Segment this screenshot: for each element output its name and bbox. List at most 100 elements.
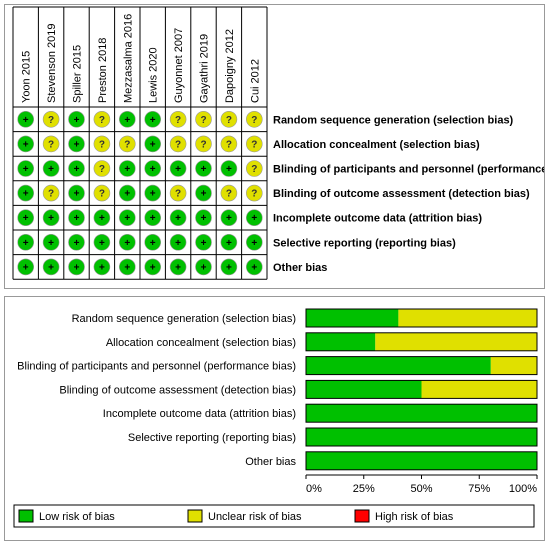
study-header: Dapoigny 2012 <box>224 29 236 103</box>
judgement-symbol: ? <box>99 189 105 200</box>
judgement-symbol: ? <box>175 139 181 150</box>
low-risk-marker <box>144 209 161 226</box>
bar-outline <box>305 308 538 328</box>
bar-outline <box>305 403 538 423</box>
study-header: Preston 2018 <box>97 38 109 103</box>
x-tick-label: 0% <box>306 483 322 495</box>
low-risk-marker <box>220 234 238 251</box>
judgement-symbol: + <box>150 115 156 126</box>
judgement-symbol: ? <box>175 189 181 200</box>
low-risk-marker <box>119 111 136 128</box>
low-risk-marker <box>220 160 238 177</box>
judgement-symbol: ? <box>226 115 232 126</box>
low-risk-marker <box>68 160 85 177</box>
category-label: Allocation concealment (selection bias) <box>106 337 296 349</box>
judgement-symbol: + <box>74 164 80 175</box>
judgement-symbol: + <box>226 262 232 273</box>
category-label: Random sequence generation (selection bi… <box>72 313 296 325</box>
low-risk-marker <box>169 234 187 251</box>
risk-of-bias-summary-grid: Yoon 2015 Stevenson 2019 Spiller 2015 Prest… <box>12 6 550 280</box>
low-risk-marker <box>119 209 136 226</box>
low-risk-marker <box>93 258 111 276</box>
low-risk-marker <box>220 258 238 276</box>
low-risk-marker <box>68 258 85 276</box>
bar-segment-low <box>306 309 399 327</box>
legend-swatch <box>187 509 203 523</box>
bar-segment-low <box>306 428 537 446</box>
study-header: Spiller 2015 <box>72 45 84 103</box>
judgement-symbol: + <box>23 213 29 224</box>
unclear-risk-marker <box>169 184 187 202</box>
judgement-symbol: + <box>48 164 54 175</box>
low-risk-marker <box>144 184 161 202</box>
judgement-symbol: ? <box>48 139 54 150</box>
judgement-symbol: + <box>124 115 130 126</box>
low-risk-marker <box>17 111 35 128</box>
low-risk-marker <box>246 258 263 276</box>
bar-outline <box>305 332 538 352</box>
judgement-symbol: + <box>150 238 156 249</box>
judgement-symbol: + <box>150 139 156 150</box>
bar-segment-low <box>306 332 376 351</box>
low-risk-marker <box>144 234 161 251</box>
judgement-symbol: ? <box>251 115 257 126</box>
judgement-symbol: + <box>150 164 156 175</box>
judgement-symbol: + <box>124 213 130 224</box>
low-risk-marker <box>42 209 60 226</box>
judgement-symbol: + <box>74 139 80 150</box>
legend-label: Low risk of bias <box>39 511 115 523</box>
category-label: Blinding of outcome assessment (detectio… <box>59 384 296 396</box>
domain-label: Other bias <box>273 262 327 274</box>
legend-box <box>13 504 535 528</box>
unclear-risk-marker <box>220 135 238 153</box>
unclear-risk-marker <box>246 184 263 202</box>
judgement-symbol: ? <box>251 139 257 150</box>
judgement-symbol: ? <box>48 115 54 126</box>
unclear-risk-marker <box>246 111 263 128</box>
judgement-symbol: + <box>23 115 29 126</box>
bar-segment-unclear <box>421 380 537 399</box>
judgement-symbol: + <box>23 262 29 273</box>
low-risk-marker <box>195 184 212 202</box>
bar-segment-unclear <box>398 309 537 327</box>
x-tick-label: 25% <box>353 483 375 495</box>
judgement-symbol: + <box>175 213 181 224</box>
judgement-symbol: + <box>150 213 156 224</box>
unclear-risk-marker <box>220 111 238 128</box>
category-label: Blinding of participants and personnel (… <box>17 361 296 373</box>
low-risk-marker <box>68 111 85 128</box>
category-label: Incomplete outcome data (attrition bias) <box>103 408 296 420</box>
judgement-symbol: ? <box>200 115 206 126</box>
low-risk-marker <box>119 258 136 276</box>
bar-segment-low <box>306 356 491 375</box>
low-risk-marker <box>68 135 85 153</box>
bar-outline <box>305 356 538 376</box>
judgement-symbol: + <box>226 238 232 249</box>
low-risk-marker <box>68 209 85 226</box>
judgement-symbol: + <box>201 262 207 273</box>
judgement-symbol: + <box>124 262 130 273</box>
judgement-symbol: + <box>201 213 207 224</box>
judgement-symbol: + <box>201 189 207 200</box>
domain-label: Incomplete outcome data (attrition bias) <box>273 213 482 225</box>
unclear-risk-marker <box>42 111 60 128</box>
study-header: Lewis 2020 <box>148 47 160 103</box>
x-tick-label: 75% <box>468 483 490 495</box>
unclear-risk-marker <box>169 135 187 153</box>
low-risk-marker <box>169 160 187 177</box>
bar-outline <box>305 451 538 471</box>
judgement-symbol: + <box>74 213 80 224</box>
risk-of-bias-graph-panel: Random sequence generation (selection bi… <box>4 296 545 541</box>
low-risk-marker <box>246 209 263 226</box>
low-risk-marker <box>195 160 212 177</box>
legend-swatch <box>18 509 34 523</box>
low-risk-marker <box>119 234 136 251</box>
low-risk-marker <box>195 209 212 226</box>
domain-label: Blinding of outcome assessment (detectio… <box>273 188 530 200</box>
judgement-symbol: + <box>48 213 54 224</box>
judgement-symbol: + <box>99 262 105 273</box>
legend-label: High risk of bias <box>375 511 454 523</box>
judgement-symbol: ? <box>48 189 54 200</box>
x-tick-label: 50% <box>410 483 432 495</box>
judgement-symbol: + <box>23 238 29 249</box>
